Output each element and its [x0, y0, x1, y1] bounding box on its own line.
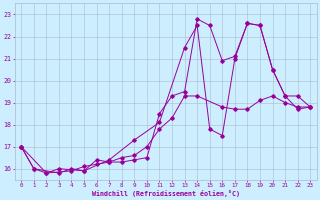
X-axis label: Windchill (Refroidissement éolien,°C): Windchill (Refroidissement éolien,°C)	[92, 190, 240, 197]
